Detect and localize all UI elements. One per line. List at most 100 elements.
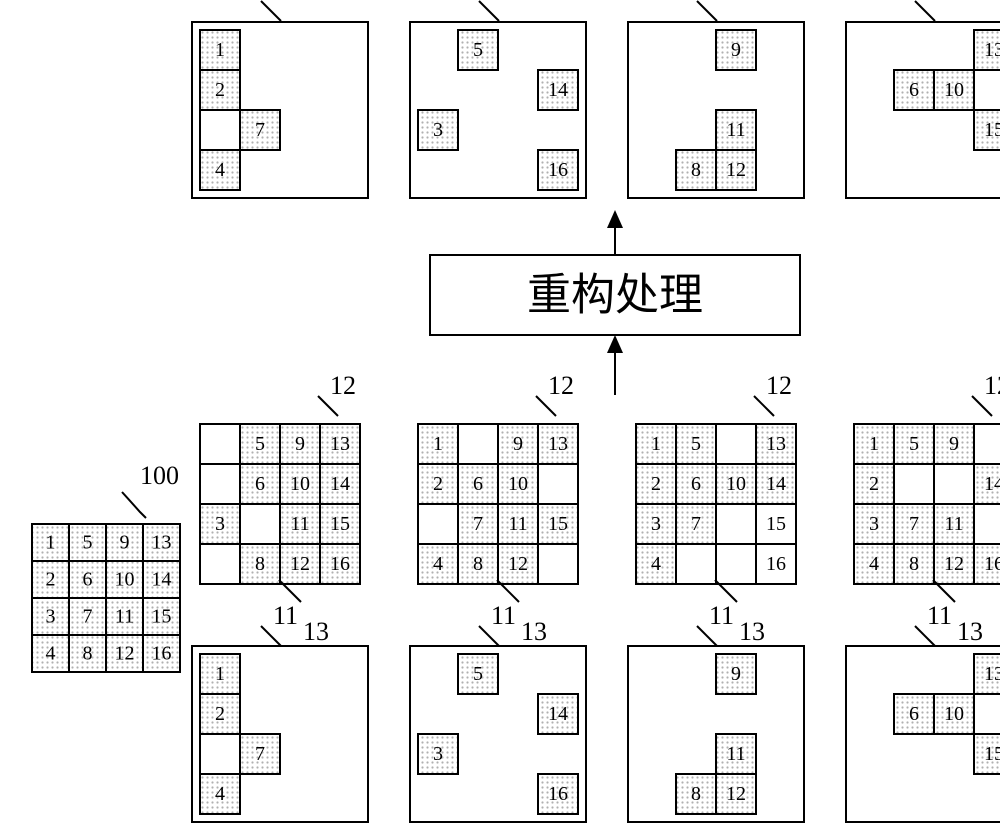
cell-label: 11 <box>508 513 527 535</box>
ref-label: 11 <box>927 601 952 630</box>
cell-label: 11 <box>115 606 134 628</box>
cell-label: 13 <box>984 39 1000 61</box>
ref-label: 14 <box>709 0 735 5</box>
cell-label: 6 <box>909 703 919 725</box>
cell-label: 7 <box>473 513 483 535</box>
cell-label: 1 <box>869 433 879 455</box>
cell-label: 15 <box>548 513 568 535</box>
cell-label: 8 <box>83 643 93 665</box>
grid-src-100: 15913261014371115481216 <box>32 524 180 672</box>
ref-label: 13 <box>303 617 329 646</box>
cell-label: 15 <box>984 743 1000 765</box>
cell-label: 11 <box>290 513 309 535</box>
cell-label: 8 <box>255 553 265 575</box>
cell-label: 1 <box>215 663 225 685</box>
cell-label: 9 <box>731 39 741 61</box>
cell-label: 12 <box>115 643 135 665</box>
cell-label: 16 <box>152 643 172 665</box>
cell-label: 7 <box>83 606 93 628</box>
cell-label: 16 <box>984 553 1000 575</box>
cell <box>974 70 1000 110</box>
cell-label: 11 <box>726 743 745 765</box>
cell-label: 14 <box>548 79 568 101</box>
cell-label: 16 <box>330 553 350 575</box>
cell <box>200 544 240 584</box>
cell-label: 13 <box>330 433 350 455</box>
grid-mid12-4: 1592143711481216 <box>854 424 1000 584</box>
cell <box>716 424 756 464</box>
cell-label: 7 <box>909 513 919 535</box>
cell-label: 15 <box>152 606 172 628</box>
cell-label: 9 <box>949 433 959 455</box>
ref-label: 14 <box>273 0 299 5</box>
cell-label: 12 <box>726 783 746 805</box>
cell <box>716 504 756 544</box>
cell-label: 4 <box>46 643 56 665</box>
cell-label: 1 <box>46 532 56 554</box>
cell-label: 9 <box>731 663 741 685</box>
cell-label: 3 <box>46 606 56 628</box>
cell-label: 9 <box>120 532 130 554</box>
cell-label: 16 <box>548 783 568 805</box>
cell-label: 1 <box>215 39 225 61</box>
ref-label: 11 <box>491 601 516 630</box>
ref-label: 100 <box>140 461 179 490</box>
ref-label: 13 <box>739 617 765 646</box>
cell-label: 9 <box>513 433 523 455</box>
ref-label: 13 <box>957 617 983 646</box>
cell-label: 10 <box>944 703 964 725</box>
cell <box>974 694 1000 734</box>
cell-label: 5 <box>473 39 483 61</box>
cell <box>894 464 934 504</box>
cell-label: 10 <box>726 473 746 495</box>
cell-label: 2 <box>433 473 443 495</box>
cell <box>676 544 716 584</box>
cell-label: 13 <box>766 433 786 455</box>
cell-label: 16 <box>766 553 786 575</box>
cell-label: 15 <box>984 119 1000 141</box>
process-label: 重构处理 <box>527 271 703 320</box>
cell-label: 11 <box>726 119 745 141</box>
cell-label: 13 <box>984 663 1000 685</box>
cell-label: 3 <box>869 513 879 535</box>
cell <box>974 424 1000 464</box>
ref-label: 12 <box>984 371 1000 400</box>
cell-label: 14 <box>984 473 1000 495</box>
cell-label: 10 <box>944 79 964 101</box>
diagram-canvas: 1591326101437111548121612745143169118121… <box>0 0 1000 832</box>
ref-label: 11 <box>709 601 734 630</box>
cell-label: 9 <box>295 433 305 455</box>
cell-label: 3 <box>433 119 443 141</box>
cell <box>240 504 280 544</box>
cell-label: 10 <box>115 569 135 591</box>
cell-label: 6 <box>691 473 701 495</box>
cell-label: 4 <box>215 783 225 805</box>
cell <box>538 544 578 584</box>
cell <box>934 464 974 504</box>
cell-label: 7 <box>691 513 701 535</box>
cell-label: 1 <box>651 433 661 455</box>
cell-label: 2 <box>215 79 225 101</box>
cell-label: 14 <box>766 473 786 495</box>
cell-label: 6 <box>255 473 265 495</box>
grid-mid12-1: 5913610143111581216 <box>200 424 360 584</box>
cell-label: 15 <box>766 513 786 535</box>
cell <box>974 504 1000 544</box>
cell-label: 4 <box>433 553 443 575</box>
cell-label: 10 <box>290 473 310 495</box>
cell <box>200 464 240 504</box>
cell-label: 14 <box>152 569 172 591</box>
cell-label: 5 <box>83 532 93 554</box>
cell-label: 1 <box>433 433 443 455</box>
grid-mid12-3: 15132610143715416 <box>636 424 796 584</box>
ref-label: 12 <box>548 371 574 400</box>
cell-label: 8 <box>691 159 701 181</box>
cell-label: 15 <box>330 513 350 535</box>
cell-label: 5 <box>691 433 701 455</box>
cell-label: 4 <box>869 553 879 575</box>
cell-label: 5 <box>909 433 919 455</box>
cell-label: 12 <box>726 159 746 181</box>
cell-label: 4 <box>215 159 225 181</box>
cell-label: 6 <box>473 473 483 495</box>
cell-label: 2 <box>46 569 56 591</box>
